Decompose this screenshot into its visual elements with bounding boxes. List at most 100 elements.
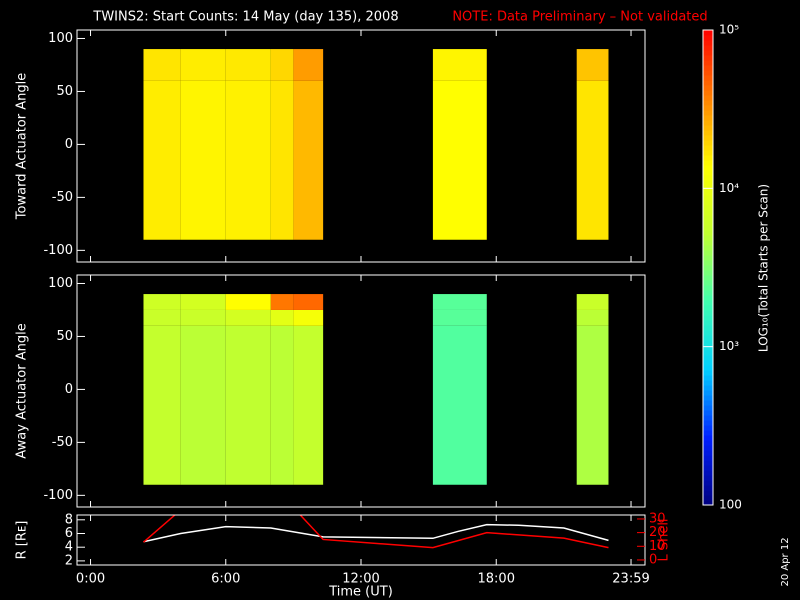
y-tick-label: 50 [56, 84, 73, 99]
colorbar-slice [703, 365, 713, 371]
colorbar-slice [703, 55, 713, 61]
colorbar-tick-label: 10⁵ [719, 23, 739, 37]
line-series [143, 515, 609, 549]
heatmap-cell [576, 309, 609, 326]
colorbar-slice [703, 315, 713, 321]
heatmap-cell [432, 325, 487, 485]
colorbar-slice [703, 275, 713, 281]
colorbar-slice [703, 50, 713, 56]
colorbar-slice [703, 65, 713, 71]
colorbar-slice [703, 120, 713, 126]
heatmap-cell [270, 49, 294, 81]
colorbar-slice [703, 145, 713, 151]
colorbar-slice [703, 40, 713, 46]
y-tick-label: -50 [52, 435, 73, 450]
colorbar-slice [703, 160, 713, 166]
heatmap-cell [576, 49, 609, 81]
colorbar-slice [703, 180, 713, 186]
heatmap-cell [576, 80, 609, 240]
line-series [143, 523, 609, 543]
y-tick-label: 0 [65, 137, 73, 152]
colorbar-slice [703, 290, 713, 296]
heatmap-cell [225, 309, 271, 326]
heatmap-cell [432, 80, 487, 240]
colorbar-slice [703, 105, 713, 111]
colorbar-slice [703, 375, 713, 381]
colorbar-slice [703, 70, 713, 76]
colorbar-slice [703, 195, 713, 201]
x-tick-label: 0:00 [76, 572, 105, 587]
chart-title: TWINS2: Start Counts: 14 May (day 135), … [92, 10, 398, 25]
y-tick-label: 6 [65, 526, 73, 541]
colorbar-slice [703, 410, 713, 416]
colorbar-slice [703, 425, 713, 431]
heatmap-cell [180, 325, 226, 485]
heatmap-cell [432, 294, 487, 310]
heatmap-cell [225, 80, 271, 240]
colorbar-slice [703, 270, 713, 276]
colorbar-slice [703, 125, 713, 131]
heatmap-cell [293, 80, 324, 240]
colorbar-slice [703, 140, 713, 146]
y-tick-label: 100 [48, 276, 73, 291]
colorbar-slice [703, 420, 713, 426]
heatmap-cell [143, 309, 181, 326]
colorbar-slice [703, 130, 713, 136]
colorbar-slice [703, 415, 713, 421]
colorbar-slice [703, 205, 713, 211]
colorbar-slice [703, 75, 713, 81]
colorbar-slice [703, 155, 713, 161]
y-axis-label: R [Rᴇ] [15, 521, 30, 560]
y-tick-label: 20 [649, 525, 666, 540]
heatmap-cell [576, 294, 609, 310]
colorbar-slice [703, 200, 713, 206]
colorbar-slice [703, 210, 713, 216]
colorbar-slice [703, 370, 713, 376]
colorbar-slice [703, 215, 713, 221]
plot-frame [76, 514, 646, 566]
colorbar-slice [703, 85, 713, 91]
x-axis-label: Time (UT) [328, 585, 393, 600]
y-tick-label: 2 [65, 553, 73, 568]
colorbar-slice [703, 110, 713, 116]
colorbar-slice [703, 390, 713, 396]
heatmap-cell [576, 325, 609, 485]
y-tick-label: 50 [56, 329, 73, 344]
date-stamp: 20 Apr 12 [780, 537, 791, 586]
colorbar-slice [703, 330, 713, 336]
colorbar-slice [703, 355, 713, 361]
heatmap-cell [293, 294, 324, 310]
colorbar-slice [703, 325, 713, 331]
y-tick-label: 0 [649, 552, 657, 567]
colorbar-slice [703, 230, 713, 236]
y-tick-label: -100 [43, 243, 73, 258]
heatmap-cell [225, 325, 271, 485]
colorbar-slice [703, 465, 713, 471]
colorbar-slice [703, 480, 713, 486]
colorbar-slice [703, 300, 713, 306]
colorbar-slice [703, 240, 713, 246]
heatmap-cell [180, 49, 226, 81]
heatmap-cell [180, 80, 226, 240]
colorbar-slice [703, 435, 713, 441]
colorbar-slice [703, 90, 713, 96]
heatmap-cell [180, 294, 226, 310]
colorbar-slice [703, 260, 713, 266]
colorbar-slice [703, 495, 713, 501]
colorbar-slice [703, 335, 713, 341]
colorbar-slice [703, 255, 713, 261]
colorbar-slice [703, 190, 713, 196]
colorbar-slice [703, 100, 713, 106]
colorbar-slice [703, 165, 713, 171]
colorbar-slice [703, 445, 713, 451]
heatmap-cell [432, 49, 487, 81]
colorbar-slice [703, 310, 713, 316]
heatmap-cell [225, 294, 271, 310]
colorbar-tick-label: 10⁴ [719, 181, 739, 195]
colorbar-tick-label: 100 [719, 498, 742, 512]
colorbar-slice [703, 285, 713, 291]
colorbar-slice [703, 280, 713, 286]
x-tick-label: 23:59 [612, 572, 649, 587]
x-tick-label: 18:00 [478, 572, 515, 587]
